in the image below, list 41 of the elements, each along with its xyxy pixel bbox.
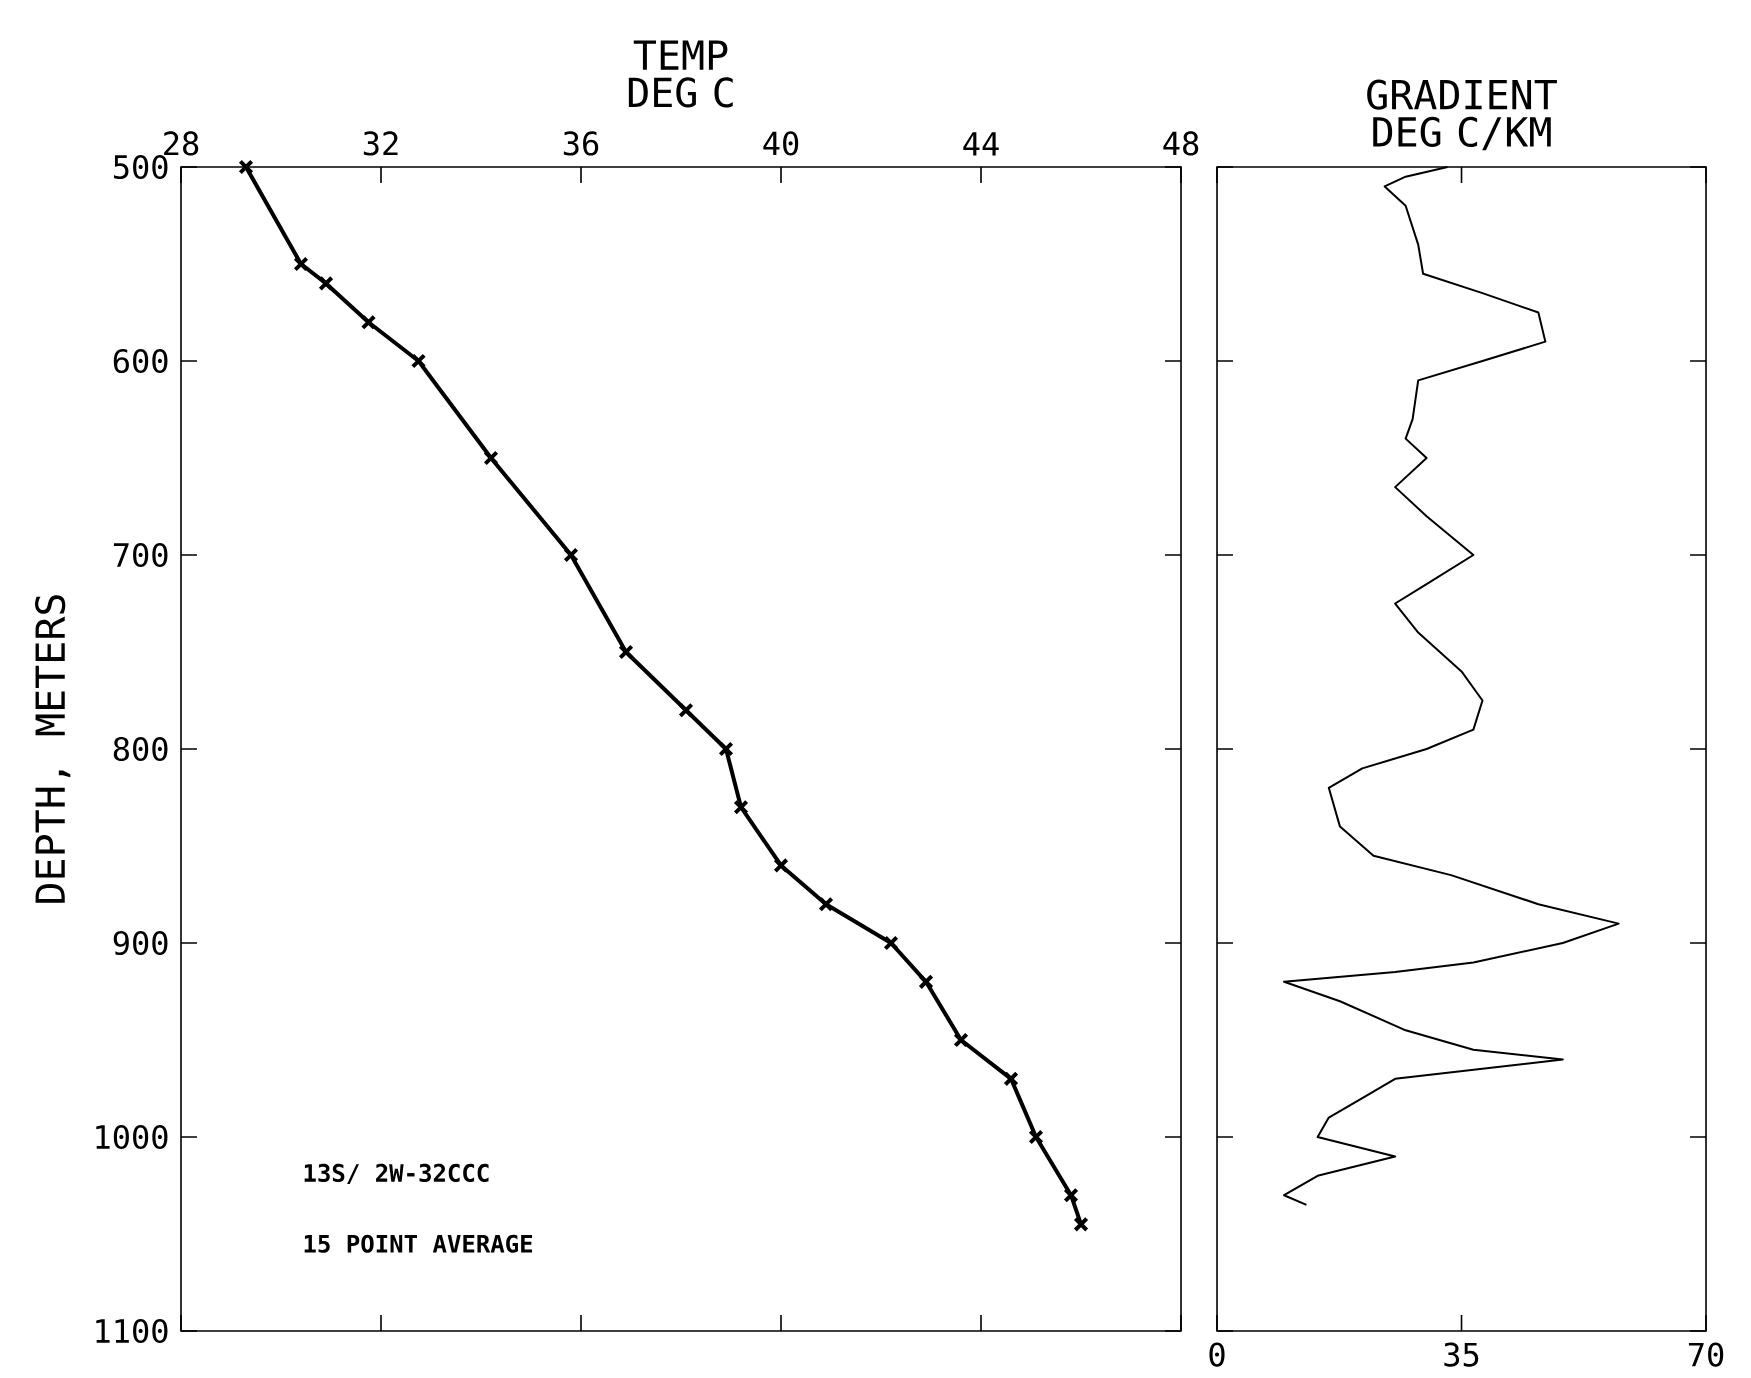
- x-tick-label: 44: [963, 132, 999, 156]
- x-tick-label: 70: [1688, 1342, 1724, 1367]
- y-tick-label: 500: [113, 154, 168, 180]
- y-tick-label: 600: [113, 348, 168, 374]
- y-tick-label: 1100: [96, 1318, 168, 1344]
- annotation: 13S/ 2W-32CCC: [304, 1163, 489, 1184]
- point: [773, 857, 789, 874]
- point: [618, 644, 634, 660]
- point: [718, 741, 734, 757]
- point: [1073, 1216, 1089, 1232]
- point: [1003, 1071, 1019, 1087]
- point: [293, 256, 309, 272]
- x-axis-title: GRADIENT DEG C/KM: [1367, 79, 1557, 151]
- y-tick-label: 700: [113, 542, 168, 568]
- point: [1063, 1187, 1079, 1203]
- point: [563, 547, 579, 563]
- point: [318, 275, 334, 292]
- point: [1028, 1129, 1044, 1145]
- x-tick-label: 48: [1163, 131, 1199, 156]
- y-tick-label: 800: [113, 736, 168, 762]
- x-tick-label: 36: [563, 131, 599, 156]
- x-tick-label: 35: [1444, 1342, 1479, 1367]
- y-tick-label: 1000: [96, 1124, 168, 1150]
- point: [918, 974, 934, 990]
- point: [238, 159, 254, 175]
- x-tick-label: 40: [763, 131, 799, 156]
- point: [883, 935, 899, 951]
- point: [360, 314, 377, 330]
- x-axis-title: TEMP DEG C: [628, 40, 733, 108]
- annotation: 15 POINT AVERAGE: [304, 1234, 533, 1253]
- point: [953, 1032, 969, 1048]
- point: [678, 702, 694, 718]
- y-axis-title: DEPTH, METERS: [35, 595, 71, 903]
- x-tick-label: 32: [363, 131, 398, 156]
- point: [410, 353, 427, 369]
- x-tick-label: 0: [1209, 1342, 1225, 1367]
- x-tick-label: 28: [164, 131, 199, 156]
- y-tick-label: 900: [113, 930, 168, 956]
- point: [483, 450, 499, 466]
- point: [818, 896, 834, 912]
- point: [733, 799, 749, 815]
